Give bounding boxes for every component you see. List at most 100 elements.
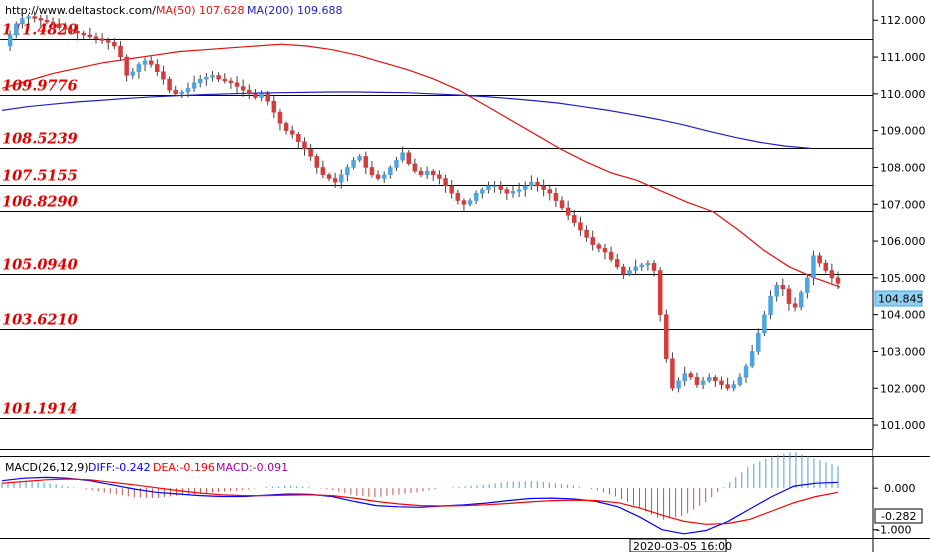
candle-up	[136, 64, 142, 73]
candle-up	[424, 170, 430, 176]
candle-down	[93, 36, 99, 39]
candle-down	[559, 200, 565, 209]
level-label: 106.8290	[2, 194, 78, 211]
candle-up	[762, 314, 767, 334]
level-label: 101.1914	[2, 401, 78, 418]
candles-layer	[7, 11, 841, 393]
candle-down	[713, 376, 718, 382]
levels-layer: 111.4820 109.9776 108.5239 107.5155 106.8290…	[0, 22, 873, 419]
candle-up	[633, 266, 638, 271]
candle-down	[75, 31, 80, 34]
candle-down	[148, 60, 154, 65]
candle-up	[339, 174, 344, 183]
candle-up	[14, 23, 19, 36]
candle-up	[20, 18, 25, 25]
price-axis-tick-label: 112.000	[880, 14, 926, 27]
macd-title: MACD(26,12,9)	[5, 461, 89, 474]
source-url[interactable]: http://www.deltastock.com/	[5, 4, 156, 17]
price-axis-tick-label: 107.000	[880, 198, 926, 211]
candle-down	[431, 170, 436, 176]
level-label: 108.5239	[2, 131, 78, 148]
candle-down	[590, 237, 595, 245]
macd-axis-tick-label: 0.000	[884, 482, 916, 495]
candle-down	[38, 18, 44, 21]
candle-up	[197, 78, 203, 84]
candle-down	[535, 181, 540, 187]
price-axis-tick-label: 102.000	[880, 382, 926, 395]
candle-down	[296, 134, 301, 142]
candle-down	[553, 192, 559, 201]
macd-current-label: -0.282	[881, 510, 916, 523]
candle-down	[363, 156, 369, 168]
price-axis-tick-label: 106.000	[880, 235, 926, 248]
candle-up	[381, 174, 387, 179]
candle-down	[112, 42, 117, 47]
candle-up	[130, 71, 136, 76]
candle-down	[326, 174, 332, 179]
candle-down	[253, 93, 258, 98]
candle-down	[418, 170, 424, 176]
candle-down	[63, 27, 68, 30]
level-label: 111.4820	[2, 22, 78, 39]
candle-up	[480, 189, 485, 194]
candle-down	[314, 156, 319, 168]
price-axis: 101.000 102.000 103.000 104.000 105.000 106.0…	[873, 14, 926, 432]
candle-down	[222, 78, 228, 82]
candle-up	[510, 191, 516, 194]
candle-down	[688, 373, 694, 378]
candle-down	[99, 38, 105, 41]
candle-down	[44, 19, 50, 23]
macd-diff-value: DIFF:-0.242	[88, 461, 151, 474]
candle-up	[805, 277, 810, 293]
candle-down	[234, 82, 240, 87]
ma200-value: 109.688	[297, 4, 343, 17]
candle-down	[118, 45, 123, 58]
candle-up	[749, 351, 755, 367]
candle-down	[69, 29, 74, 32]
price-axis-tick-label: 104.000	[880, 309, 926, 322]
candle-up	[492, 185, 497, 188]
macd-dea-line	[1, 478, 839, 525]
price-axis-tick-label: 103.000	[880, 345, 926, 358]
candle-down	[437, 174, 442, 179]
candle-down	[578, 222, 583, 231]
time-label-box	[629, 538, 727, 552]
candle-up	[639, 264, 645, 268]
macd-dea-value: DEA:-0.196	[153, 461, 215, 474]
candle-up	[204, 77, 209, 80]
candle-up	[210, 75, 215, 78]
candle-up	[529, 181, 534, 187]
price-pane[interactable]	[0, 0, 873, 449]
candle-down	[228, 80, 234, 84]
candle-down	[565, 207, 571, 216]
candle-up	[743, 365, 749, 378]
candle-down	[455, 192, 461, 201]
candle-down	[461, 200, 467, 205]
current-price-label: 104.845	[878, 293, 924, 306]
ma50-line	[1, 43, 841, 288]
candle-down	[786, 288, 792, 304]
candle-up	[259, 93, 264, 98]
candle-up	[700, 380, 706, 385]
candle-down	[277, 112, 283, 124]
candle-up	[682, 373, 687, 382]
current-price-tag	[874, 290, 923, 307]
candle-down	[124, 56, 129, 76]
candle-up	[516, 189, 522, 192]
candle-down	[621, 266, 626, 275]
candle-down	[608, 251, 614, 260]
candle-down	[265, 93, 270, 102]
candle-down	[780, 284, 786, 290]
candle-down	[283, 123, 289, 131]
candle-down	[657, 270, 663, 315]
candle-down	[302, 141, 307, 150]
candle-down	[694, 376, 700, 385]
level-label: 105.0940	[2, 257, 78, 274]
candle-down	[406, 152, 411, 165]
candle-down	[547, 189, 553, 194]
candle-down	[596, 244, 602, 249]
candle-down	[81, 32, 86, 36]
candle-down	[87, 34, 93, 38]
candle-down	[835, 277, 841, 284]
